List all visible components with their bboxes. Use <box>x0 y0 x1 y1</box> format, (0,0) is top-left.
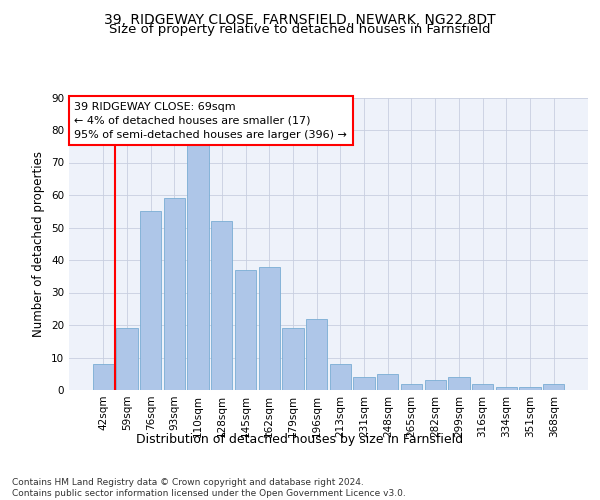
Bar <box>235 270 256 390</box>
Bar <box>425 380 446 390</box>
Bar <box>116 328 137 390</box>
Bar <box>164 198 185 390</box>
Text: Distribution of detached houses by size in Farnsfield: Distribution of detached houses by size … <box>136 432 464 446</box>
Bar <box>329 364 351 390</box>
Y-axis label: Number of detached properties: Number of detached properties <box>32 151 46 337</box>
Bar <box>211 221 232 390</box>
Bar <box>496 387 517 390</box>
Bar <box>543 384 565 390</box>
Bar <box>520 387 541 390</box>
Bar <box>92 364 114 390</box>
Text: 39 RIDGEWAY CLOSE: 69sqm
← 4% of detached houses are smaller (17)
95% of semi-de: 39 RIDGEWAY CLOSE: 69sqm ← 4% of detache… <box>74 102 347 140</box>
Bar <box>448 377 470 390</box>
Bar <box>377 374 398 390</box>
Text: Size of property relative to detached houses in Farnsfield: Size of property relative to detached ho… <box>109 24 491 36</box>
Bar <box>306 318 328 390</box>
Bar <box>187 143 209 390</box>
Bar <box>282 328 304 390</box>
Text: Contains HM Land Registry data © Crown copyright and database right 2024.
Contai: Contains HM Land Registry data © Crown c… <box>12 478 406 498</box>
Bar <box>140 211 161 390</box>
Text: 39, RIDGEWAY CLOSE, FARNSFIELD, NEWARK, NG22 8DT: 39, RIDGEWAY CLOSE, FARNSFIELD, NEWARK, … <box>104 12 496 26</box>
Bar <box>472 384 493 390</box>
Bar <box>259 266 280 390</box>
Bar <box>401 384 422 390</box>
Bar <box>353 377 375 390</box>
